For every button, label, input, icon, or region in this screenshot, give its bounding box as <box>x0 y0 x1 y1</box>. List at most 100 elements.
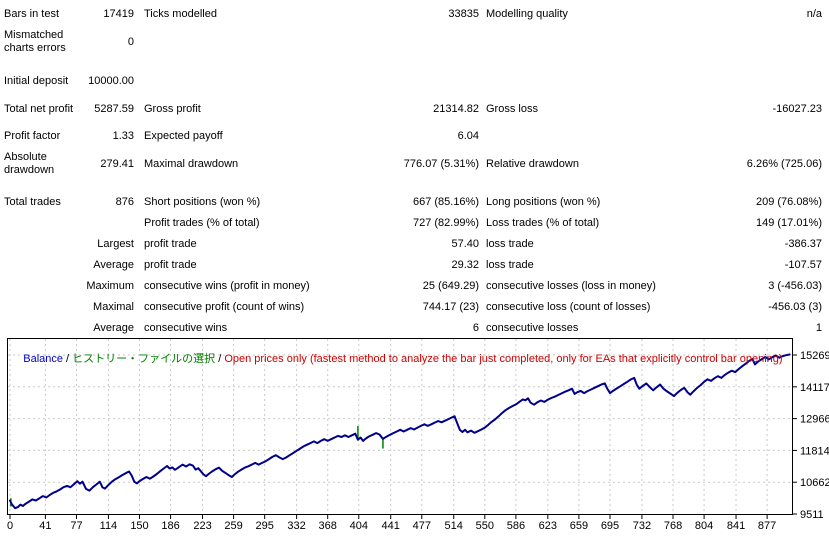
stat-label: consecutive loss (count of losses) <box>486 301 651 313</box>
stat-value: Average <box>93 322 134 334</box>
x-axis-label: 114 <box>100 520 118 532</box>
stat-value: 1.33 <box>112 130 134 142</box>
balance-chart-container: 15269 14117 12966 11814 10662 9511 0 41 77 114 150… <box>7 338 829 537</box>
legend-history-label: ヒストリー・ファイルの選択 <box>72 353 216 365</box>
stat-value: -386.37 <box>784 238 822 250</box>
stat-label: Ticks modelled <box>144 8 217 20</box>
report-row: Maximum consecutive wins (profit in money… <box>4 276 822 297</box>
stat-label: Gross loss <box>486 102 538 115</box>
stat-value: 209 (76.08%) <box>755 196 822 208</box>
stat-label: Bars in test <box>4 8 60 20</box>
stat-label: consecutive losses (loss in money) <box>486 280 656 292</box>
stat-value: 29.32 <box>451 259 479 271</box>
stat-value: -107.57 <box>784 259 822 271</box>
stat-label: consecutive profit (count of wins) <box>144 301 305 313</box>
stat-label: consecutive wins (profit in money) <box>144 280 310 292</box>
report-row: Maximal consecutive profit (count of wins… <box>4 297 822 318</box>
x-axis-label: 259 <box>224 520 242 532</box>
legend-separator: / <box>63 353 73 365</box>
stat-label: Mismatched charts errors <box>4 29 66 54</box>
report-row: Absolute drawdown 279.41 Maximal drawdown 7… <box>4 147 822 181</box>
report-row: Average profit trade 29.32 loss trade -107.5… <box>4 255 822 276</box>
stat-value: 17419 <box>103 8 134 20</box>
stat-value: 6.04 <box>457 130 479 142</box>
stat-value: 6.26% (725.06) <box>746 157 822 170</box>
x-axis-label: 41 <box>39 520 51 532</box>
report-row: Total trades 876 Short positions (won %) 66… <box>4 192 822 213</box>
stat-label: Absolute drawdown <box>4 151 55 176</box>
stat-value: 776.07 (5.31%) <box>403 157 479 170</box>
x-axis-label: 477 <box>413 520 431 532</box>
report-row: Profit factor 1.33 Expected payoff 6.04 <box>4 126 822 147</box>
stat-value: 10000.00 <box>88 75 134 87</box>
x-axis-label: 368 <box>319 520 337 532</box>
stat-label: Profit trades (% of total) <box>144 217 260 229</box>
report-row: Average consecutive wins 6 consecutive loss… <box>4 318 822 339</box>
x-axis-label: 877 <box>758 520 776 532</box>
x-axis-label: 732 <box>633 520 651 532</box>
report-row: Total net profit 5287.59 Gross profit 21314… <box>4 92 822 126</box>
balance-curve <box>9 353 791 510</box>
stat-value: Maximum <box>86 280 134 292</box>
stat-value: -456.03 (3) <box>768 301 822 313</box>
report-row: Largest profit trade 57.40 loss trade -386.3… <box>4 234 822 255</box>
stat-value: 0 <box>127 35 134 48</box>
chart-legend: Balance / ヒストリー・ファイルの選択 / Open prices on… <box>11 340 783 379</box>
x-axis-label: 223 <box>193 520 211 532</box>
x-axis-label: 768 <box>664 520 682 532</box>
stat-label: Relative drawdown <box>486 157 579 170</box>
report-row: Mismatched charts errors 0 <box>4 25 822 59</box>
x-axis-label: 441 <box>382 520 400 532</box>
stat-label: profit trade <box>144 238 197 250</box>
balance-chart: 15269 14117 12966 11814 10662 9511 0 41 77 114 150… <box>7 338 829 532</box>
x-axis-label: 841 <box>727 520 745 532</box>
stat-value: 6 <box>472 322 479 334</box>
stat-value: 25 (649.29) <box>422 280 479 292</box>
x-axis-label: 586 <box>507 520 525 532</box>
y-axis-label: 12966 <box>800 414 829 426</box>
stat-value: 1 <box>815 322 822 334</box>
y-axis-label: 10662 <box>800 477 829 489</box>
x-axis-label: 550 <box>476 520 494 532</box>
stat-value: 279.41 <box>100 157 134 170</box>
stat-value: 149 (17.01%) <box>755 217 822 229</box>
x-axis-label: 404 <box>350 520 368 532</box>
stat-label: consecutive wins <box>144 322 228 334</box>
legend-balance-label: Balance <box>23 353 63 365</box>
x-axis-label: 514 <box>445 520 463 532</box>
stat-value: 57.40 <box>451 238 479 250</box>
stat-label: Profit factor <box>4 130 61 142</box>
y-axis-label: 14117 <box>800 382 829 394</box>
stat-label: Maximal drawdown <box>144 157 239 170</box>
x-axis-label: 295 <box>255 520 273 532</box>
legend-separator: / <box>215 353 225 365</box>
x-axis-label: 659 <box>570 520 588 532</box>
x-axis-label: 623 <box>539 520 557 532</box>
y-axis-label: 15269 <box>800 350 829 362</box>
stat-label: consecutive losses <box>486 322 579 334</box>
stat-label: loss trade <box>486 238 534 250</box>
stat-value: 876 <box>115 196 134 208</box>
stats-table: Bars in test 17419 Ticks modelled 33835 Mode… <box>4 4 822 339</box>
stat-value: Maximal <box>93 301 134 313</box>
y-axis-label: 11814 <box>800 445 829 457</box>
stat-label: Long positions (won %) <box>486 196 601 208</box>
x-axis-label: 186 <box>161 520 179 532</box>
stat-label: Gross profit <box>144 102 201 115</box>
legend-mode-note: Open prices only (fastest method to anal… <box>224 353 783 365</box>
stat-value: Average <box>93 259 134 271</box>
report-row: Bars in test 17419 Ticks modelled 33835 Mode… <box>4 4 822 25</box>
plot-border <box>7 338 793 515</box>
stat-value: n/a <box>806 8 822 20</box>
stat-value: -16027.23 <box>772 102 822 115</box>
x-axis-label: 77 <box>70 520 82 532</box>
stat-label: Total net profit <box>4 102 74 115</box>
plot-area <box>7 338 793 515</box>
x-axis-label: 804 <box>695 520 713 532</box>
stat-value: 5287.59 <box>94 102 134 115</box>
stat-value: 744.17 (23) <box>422 301 479 313</box>
stat-label: Expected payoff <box>144 130 223 142</box>
x-axis-label: 332 <box>287 520 305 532</box>
stat-value: Largest <box>97 238 134 250</box>
stat-label: Modelling quality <box>486 8 568 20</box>
